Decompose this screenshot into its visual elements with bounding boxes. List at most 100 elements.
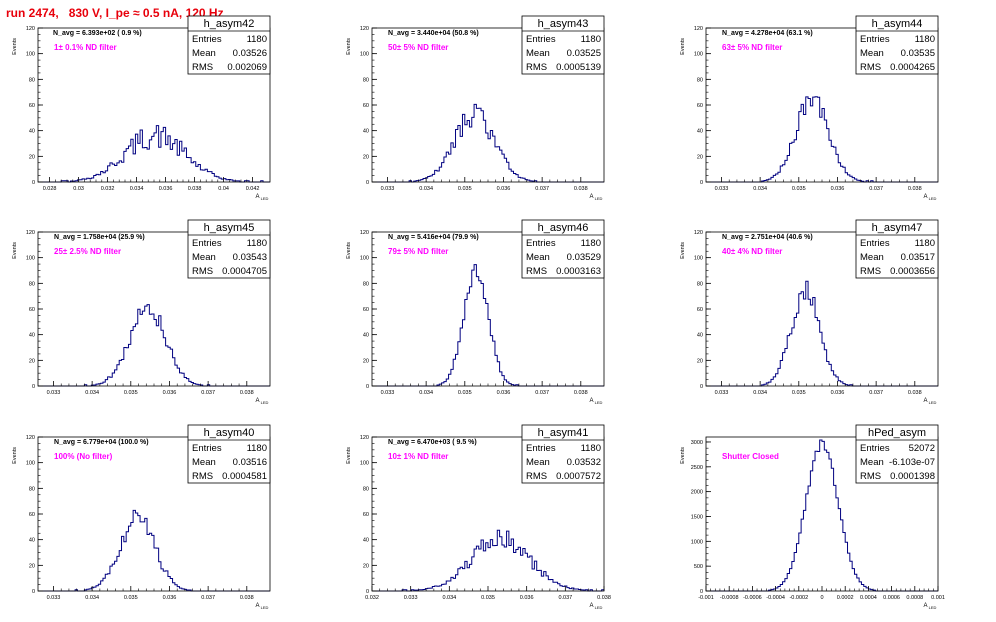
x-axis-label: A LED (256, 398, 269, 405)
stat-value: 0.0004265 (890, 62, 935, 73)
histogram-pad-h_asym45: 0 20 40 60 80 100 120 0.033 0.034 0.035 0.036 0.037… (12, 219, 271, 405)
x-tick-label: 0.033 (47, 390, 61, 396)
x-axis-label-main: A (590, 603, 594, 609)
x-tick-label: 0.033 (381, 186, 395, 192)
x-tick-label: 0.033 (381, 390, 395, 396)
stat-label: Mean (526, 48, 550, 59)
y-tick-label: 40 (697, 129, 703, 135)
x-axis-label-sub: LED (594, 605, 603, 610)
y-tick-label: 120 (694, 230, 703, 236)
stat-value: 0.0004705 (222, 266, 267, 277)
stats-box (521, 15, 605, 75)
stat-label: RMS (860, 471, 881, 482)
filter-annotation: Shutter Closed (722, 452, 779, 461)
x-tick-label: 0.034 (419, 186, 433, 192)
x-axis-label: A LED (924, 194, 937, 201)
x-axis-label-main: A (924, 603, 928, 609)
navg-label: N_avg = 4.278e+04 (63.1 %) (722, 30, 813, 37)
stat-label: Mean (192, 252, 216, 263)
histogram-pad-h_asym43: 0 20 40 60 80 100 120 0.033 0.034 0.035 0.036 0.037… (346, 15, 605, 201)
stats-box (855, 15, 939, 75)
histogram-name: h_asym44 (872, 18, 923, 30)
x-tick-label: 0.038 (597, 595, 611, 601)
x-tick-label: 0.034 (442, 595, 456, 601)
x-tick-label: -0.0004 (766, 595, 785, 601)
stat-value: 0.0003656 (890, 266, 935, 277)
y-tick-label: 80 (363, 77, 369, 83)
filter-annotation: 10± 1% ND filter (388, 452, 448, 461)
x-tick-label: 0.034 (753, 186, 767, 192)
filter-annotation: 25± 2.5% ND filter (54, 247, 121, 256)
stat-value: 0.002069 (227, 62, 267, 73)
y-tick-label: 2500 (691, 465, 703, 471)
x-axis-label: A LED (256, 194, 269, 201)
y-tick-label: 80 (29, 281, 35, 287)
x-tick-label: 0.0004 (860, 595, 877, 601)
filter-annotation: 63± 5% ND filter (722, 43, 782, 52)
y-tick-label: 80 (697, 281, 703, 287)
histogram-series (38, 125, 270, 183)
filter-annotation: 40± 4% ND filter (722, 247, 782, 256)
filter-annotation: 50± 5% ND filter (388, 43, 448, 52)
navg-label: N_avg = 3.440e+04 (50.8 %) (388, 30, 479, 37)
x-tick-label: 0.028 (43, 186, 57, 192)
histogram-name: h_asym47 (872, 222, 923, 234)
x-tick-label: 0.038 (188, 186, 202, 192)
stat-label: Entries (192, 238, 222, 249)
y-axis-label: Events (346, 242, 352, 259)
x-tick-label: 0.033 (404, 595, 418, 601)
stats-box (187, 424, 271, 484)
x-axis-label-main: A (924, 398, 928, 404)
y-tick-label: 1000 (691, 539, 703, 545)
x-axis-label: A LED (590, 603, 603, 610)
y-tick-label: 80 (363, 486, 369, 492)
x-axis-label: A LED (924, 398, 937, 405)
x-tick-label: 0.037 (558, 595, 572, 601)
y-tick-label: 0 (700, 180, 703, 186)
y-tick-label: 0 (700, 384, 703, 390)
stat-value: -6.103e-07 (889, 457, 935, 468)
y-tick-label: 0 (32, 180, 35, 186)
stats-box (855, 424, 939, 484)
x-tick-label: 0.036 (520, 595, 534, 601)
navg-label: N_avg = 6.779e+04 (100.0 %) (54, 439, 149, 446)
x-tick-label: -0.0006 (743, 595, 762, 601)
y-tick-label: 0 (366, 589, 369, 595)
x-tick-label: 0.036 (163, 390, 177, 396)
histogram-pad-h_asym40: 0 20 40 60 80 100 120 0.033 0.034 0.035 0.036 0.037… (12, 424, 271, 610)
x-tick-label: 0.037 (869, 186, 883, 192)
stat-label: Entries (860, 238, 890, 249)
y-axis-label: Events (346, 447, 352, 464)
histogram-name: h_asym43 (538, 18, 589, 30)
y-tick-label: 120 (360, 435, 369, 441)
x-axis-label-main: A (256, 194, 260, 200)
stats-box (855, 219, 939, 279)
stat-label: Entries (526, 443, 556, 454)
y-axis-label: Events (680, 447, 686, 464)
navg-label: N_avg = 1.758e+04 (25.9 %) (54, 234, 145, 241)
x-axis-label-sub: LED (928, 400, 937, 405)
x-tick-label: 0.038 (574, 186, 588, 192)
x-tick-label: 0.034 (419, 390, 433, 396)
y-tick-label: 20 (29, 358, 35, 364)
x-axis-label-sub: LED (594, 400, 603, 405)
stat-label: Mean (192, 48, 216, 59)
stat-value: 0.03543 (233, 252, 267, 263)
stat-label: RMS (860, 62, 881, 73)
x-tick-label: 0.037 (201, 595, 215, 601)
x-axis-label-main: A (256, 398, 260, 404)
x-axis-label-main: A (590, 398, 594, 404)
x-tick-label: 0.035 (792, 186, 806, 192)
y-tick-label: 500 (694, 564, 703, 570)
x-tick-label: 0.042 (246, 186, 260, 192)
y-tick-label: 20 (363, 154, 369, 160)
x-tick-label: 0.035 (124, 595, 138, 601)
stat-value: 0.0007572 (556, 471, 601, 482)
y-tick-label: 120 (26, 435, 35, 441)
stat-label: Mean (526, 252, 550, 263)
y-tick-label: 0 (366, 180, 369, 186)
y-tick-label: 20 (697, 154, 703, 160)
y-tick-label: 40 (29, 129, 35, 135)
